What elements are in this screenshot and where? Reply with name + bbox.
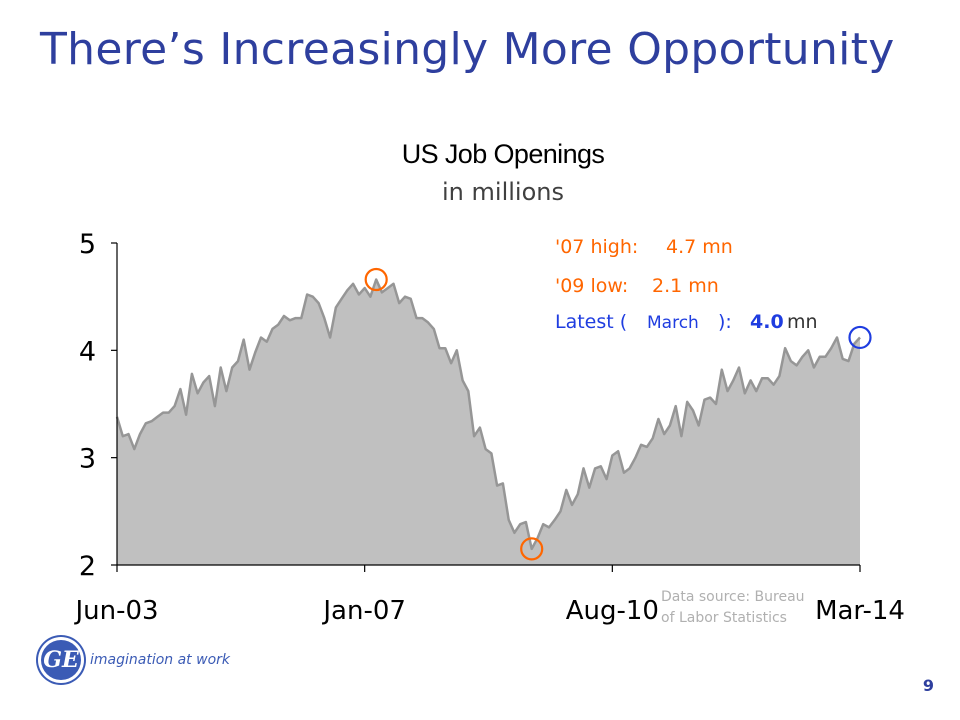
source-line-2: of Labor Statistics — [661, 610, 787, 626]
annotation-latest-month: March — [647, 313, 699, 333]
chart-title: US Job Openings — [402, 139, 605, 169]
annotation-low-label: '09 low: — [555, 275, 628, 297]
source-line-1: Data source: Bureau — [661, 589, 805, 605]
annotation-high-label: '07 high: — [555, 236, 638, 258]
x-tick-label: Jun-03 — [73, 596, 158, 626]
marker-circle-orange — [364, 267, 388, 292]
marker-circle-orange — [520, 537, 544, 561]
x-tick-label: Aug-10 — [566, 596, 659, 626]
ge-logo: GE — [38, 637, 84, 683]
y-tick-label: 5 — [79, 229, 96, 260]
chart-subtitle: in millions — [442, 178, 564, 206]
marker-circles — [364, 267, 872, 561]
annotation-latest-unit: mn — [787, 311, 818, 333]
data-source-note: Data source: Bureau of Labor Statistics — [661, 589, 805, 626]
y-tick-label: 3 — [79, 444, 96, 475]
annotation-latest-value: 4.0 — [750, 311, 784, 333]
ge-logo-text: GE — [43, 647, 79, 673]
axes: 2 3 4 5 Jun-03 Jan-07 Aug-10 Mar-14 — [73, 229, 904, 626]
slide-title: There’s Increasingly More Opportunity — [40, 24, 895, 75]
area-fill — [117, 279, 860, 565]
page-number: 9 — [922, 676, 934, 695]
annotation-latest-label: Latest ( — [555, 311, 627, 333]
annotation-high-value: 4.7 mn — [666, 236, 733, 258]
y-tick-label: 2 — [79, 551, 96, 582]
x-tick-label: Mar-14 — [815, 596, 905, 626]
annotation-box: '07 high: 4.7 mn '09 low: 2.1 mn Latest … — [555, 236, 818, 333]
y-tick-label: 4 — [79, 336, 96, 367]
tagline: imagination at work — [90, 652, 230, 668]
marker-circle-blue — [848, 325, 872, 350]
annotation-low-value: 2.1 mn — [652, 275, 719, 297]
annotation-latest-label-end: ): — [718, 311, 732, 333]
x-tick-label: Jan-07 — [321, 596, 406, 626]
plot-area — [115, 278, 861, 565]
area-series-line — [115, 278, 861, 551]
